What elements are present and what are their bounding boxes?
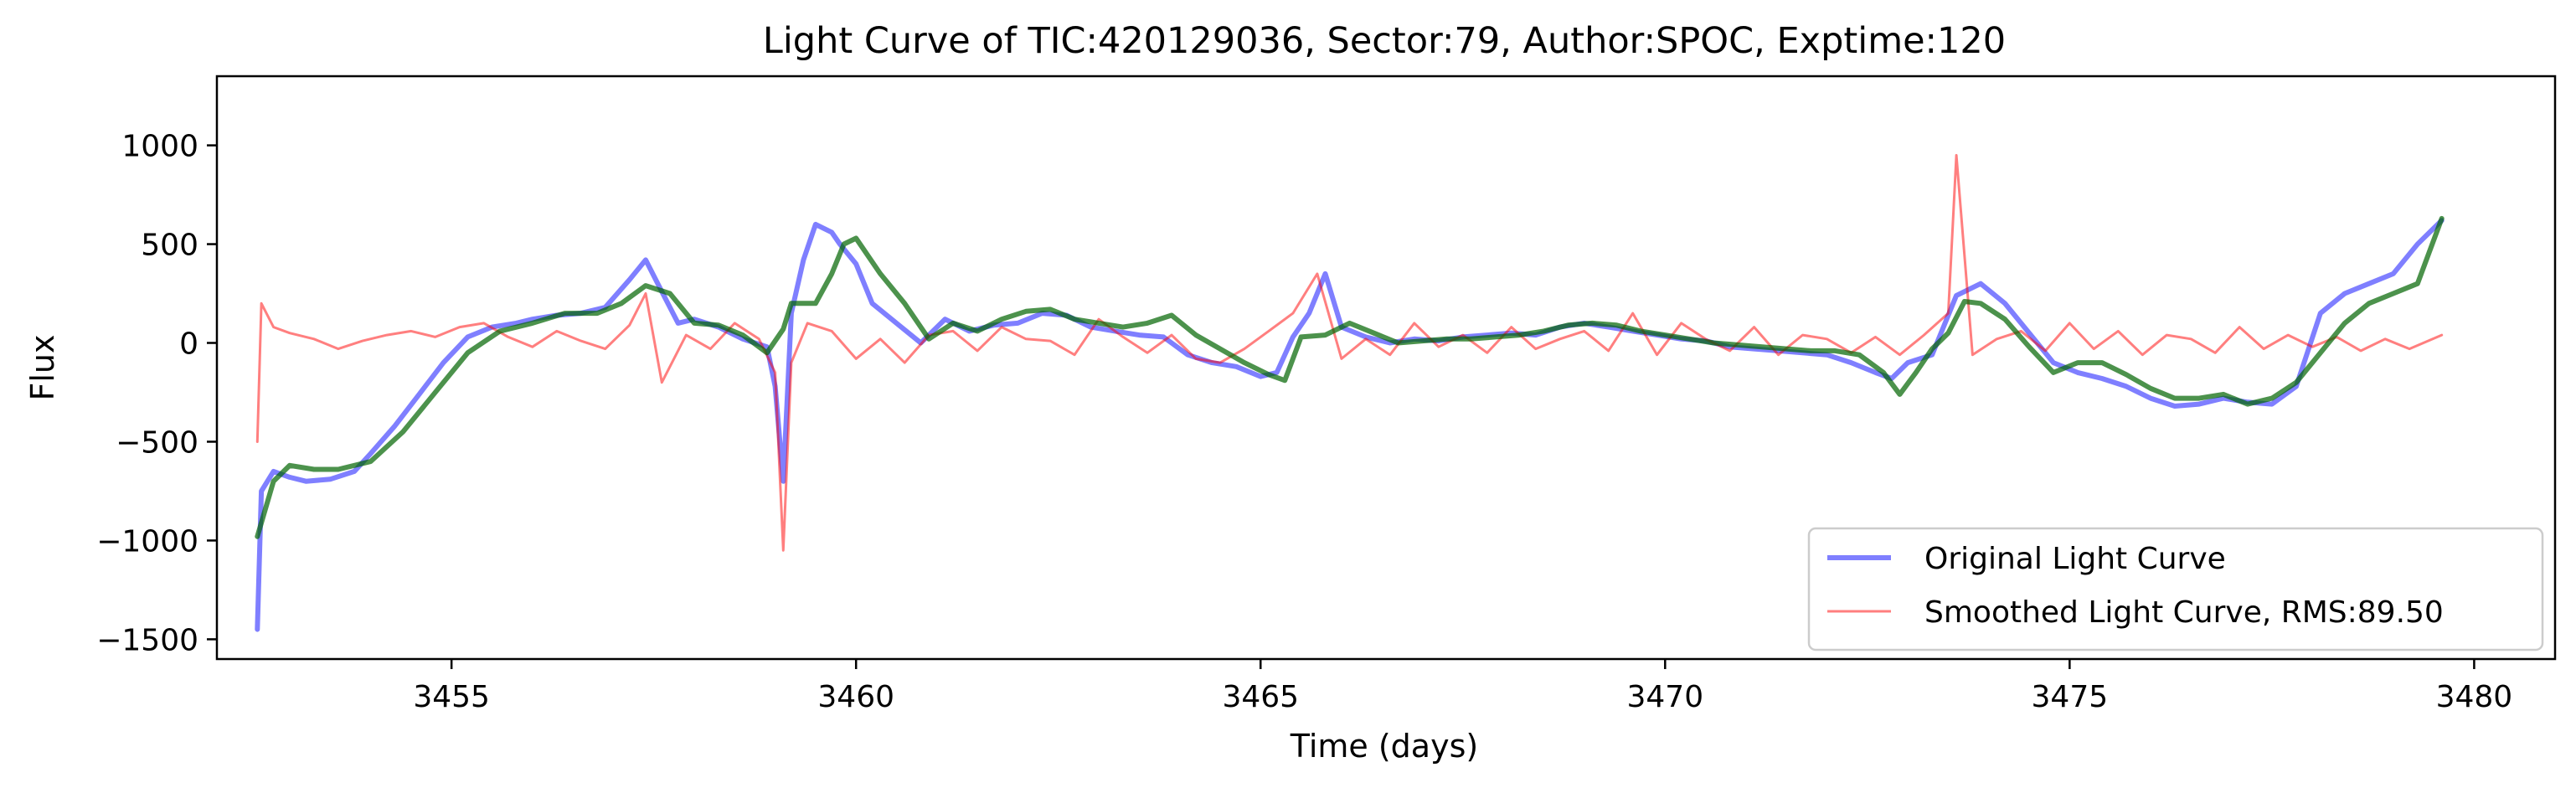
legend-label-original: Original Light Curve xyxy=(1924,542,2226,576)
x-tick-label: 3465 xyxy=(1222,680,1299,714)
legend-box xyxy=(1807,527,2544,652)
plot-frame xyxy=(215,75,2557,661)
x-tick-label: 3455 xyxy=(413,680,490,714)
x-tick-label: 3480 xyxy=(2436,680,2513,714)
y-tick-label: −500 xyxy=(116,425,198,460)
x-axis-label: Time (days) xyxy=(1290,728,1478,765)
series-smoothed-light-curve xyxy=(255,153,2444,552)
y-tick-label: −1500 xyxy=(96,623,198,657)
chart-title: Light Curve of TIC:420129036, Sector:79,… xyxy=(763,20,2006,62)
x-tick-label: 3470 xyxy=(1626,680,1703,714)
y-tick-label: 1000 xyxy=(121,130,198,164)
y-tick-label: −1000 xyxy=(96,524,198,559)
x-tick-label: 3475 xyxy=(2032,680,2109,714)
y-axis-label: Flux xyxy=(24,335,61,401)
legend-label-smoothed: Smoothed Light Curve, RMS:89.50 xyxy=(1924,595,2444,630)
plot-area xyxy=(255,153,2445,632)
x-tick-label: 3460 xyxy=(817,680,894,714)
series-trend-curve xyxy=(255,215,2445,539)
axis-ticks: 3455 3460 3465 3470 3475 3480 1000 500 0 −500 −100… xyxy=(96,130,2512,714)
y-tick-label: 0 xyxy=(179,327,198,362)
legend: Original Light Curve Smoothed Light Curv… xyxy=(1807,527,2544,652)
y-tick-label: 500 xyxy=(141,229,198,263)
